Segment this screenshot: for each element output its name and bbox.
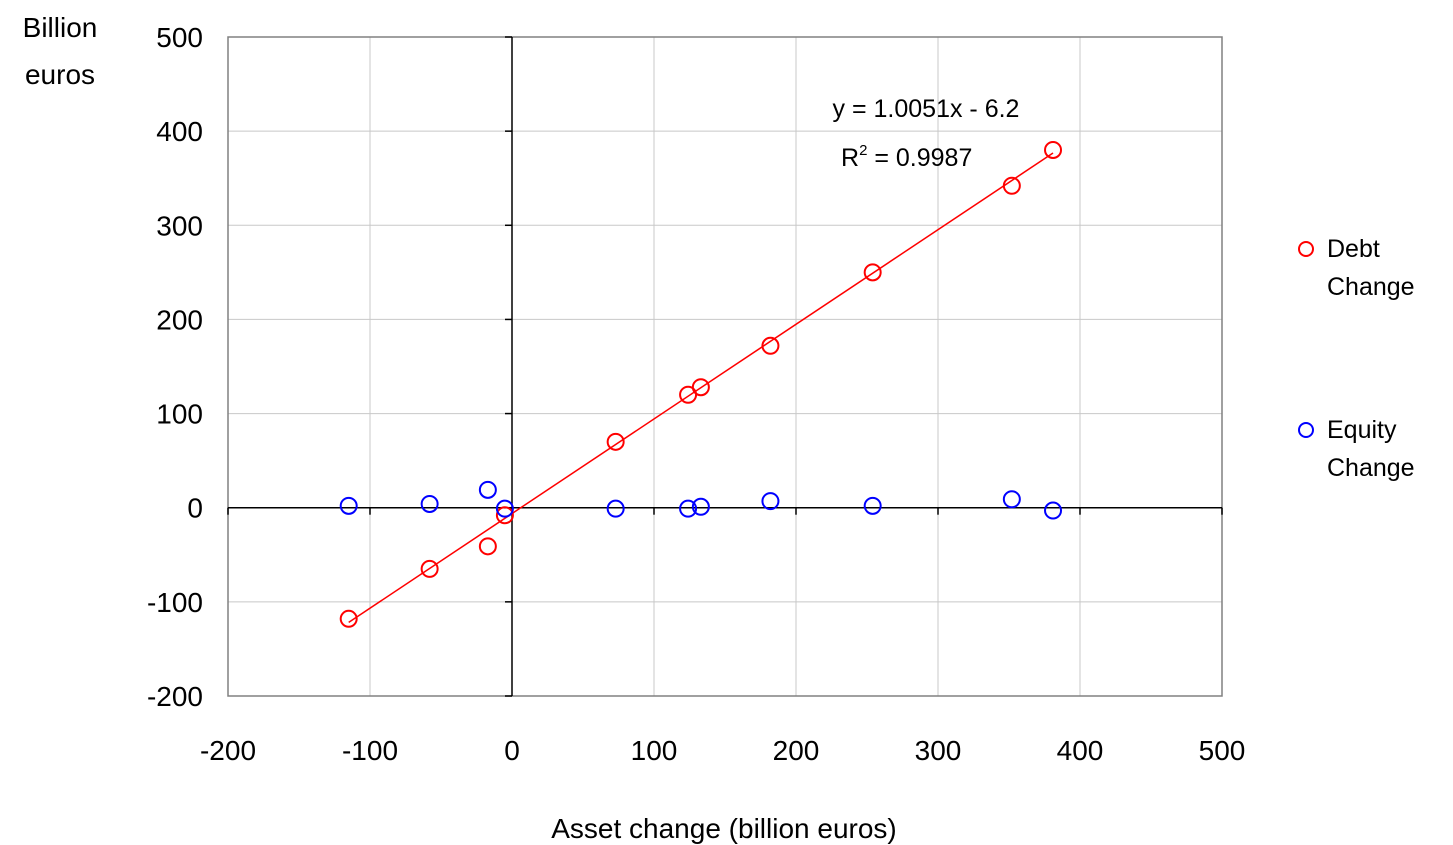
trendline-r-squared: R2 = 0.9987 [841, 142, 972, 172]
x-tick-label: -100 [342, 735, 398, 766]
equity-change-point [863, 496, 882, 515]
debt-change-point [1044, 140, 1063, 159]
r-squared-value: = 0.9987 [867, 144, 972, 172]
legend-label-equity-line1: Equity [1327, 416, 1397, 444]
debt-change-point [420, 559, 439, 578]
plot-area-frame [227, 36, 1223, 697]
debt-change-point [863, 263, 882, 282]
debt-change-point [691, 378, 710, 397]
legend: Debt Change Equity Change [1298, 235, 1415, 482]
debt-change-point [478, 537, 497, 556]
x-tick-label: 0 [504, 735, 520, 766]
y-tick-label: 100 [156, 399, 203, 430]
gridlines [228, 37, 1222, 696]
y-axis-title-line1: Billion [23, 12, 98, 43]
trendline-equation: y = 1.0051x - 6.2 [833, 95, 1020, 123]
equity-change-point [1002, 490, 1021, 509]
debt-change-point [761, 336, 780, 355]
equity-change-point [478, 480, 497, 499]
trendline [348, 152, 1054, 623]
r-squared-superscript: 2 [859, 142, 867, 159]
legend-marker-debt [1298, 241, 1314, 257]
debt-change-point [1002, 176, 1021, 195]
x-tick-label: 500 [1199, 735, 1246, 766]
legend-marker-equity [1298, 422, 1314, 438]
r-squared-symbol: R [841, 144, 859, 172]
x-tick-label: 200 [773, 735, 820, 766]
equity-change-point [679, 499, 698, 518]
y-tick-label: -100 [147, 587, 203, 618]
legend-label-equity-line2: Change [1327, 454, 1415, 482]
x-tick-label: 300 [915, 735, 962, 766]
x-tick-label: 400 [1057, 735, 1104, 766]
equity-change-point [761, 492, 780, 511]
trendline-group [348, 152, 1054, 623]
tick-labels: -200 -100 0 100 200 300 400 500 -200 -100 0 100 200 3… [147, 22, 1245, 766]
x-tick-label: 100 [631, 735, 678, 766]
x-tick-label: -200 [200, 735, 256, 766]
legend-label-debt-line1: Debt [1327, 235, 1380, 263]
y-tick-label: 300 [156, 210, 203, 241]
y-tick-label: -200 [147, 681, 203, 712]
axes [227, 36, 1223, 697]
y-tick-label: 200 [156, 304, 203, 335]
y-axis-title-line2: euros [25, 59, 95, 90]
debt-change-point [339, 609, 358, 628]
legend-label-debt-line2: Change [1327, 273, 1415, 301]
equity-change-point [1044, 501, 1063, 520]
equity-change-point [339, 496, 358, 515]
y-tick-label: 0 [187, 493, 203, 524]
data-points [339, 140, 1063, 628]
equity-change-point [606, 499, 625, 518]
debt-change-point [606, 432, 625, 451]
equity-change-point [691, 497, 710, 516]
debt-change-point [495, 506, 514, 525]
x-axis-title: Asset change (billion euros) [551, 813, 897, 844]
equity-change-point [420, 494, 439, 513]
equity-change-point [495, 499, 514, 518]
y-tick-label: 400 [156, 116, 203, 147]
y-tick-label: 500 [156, 22, 203, 53]
